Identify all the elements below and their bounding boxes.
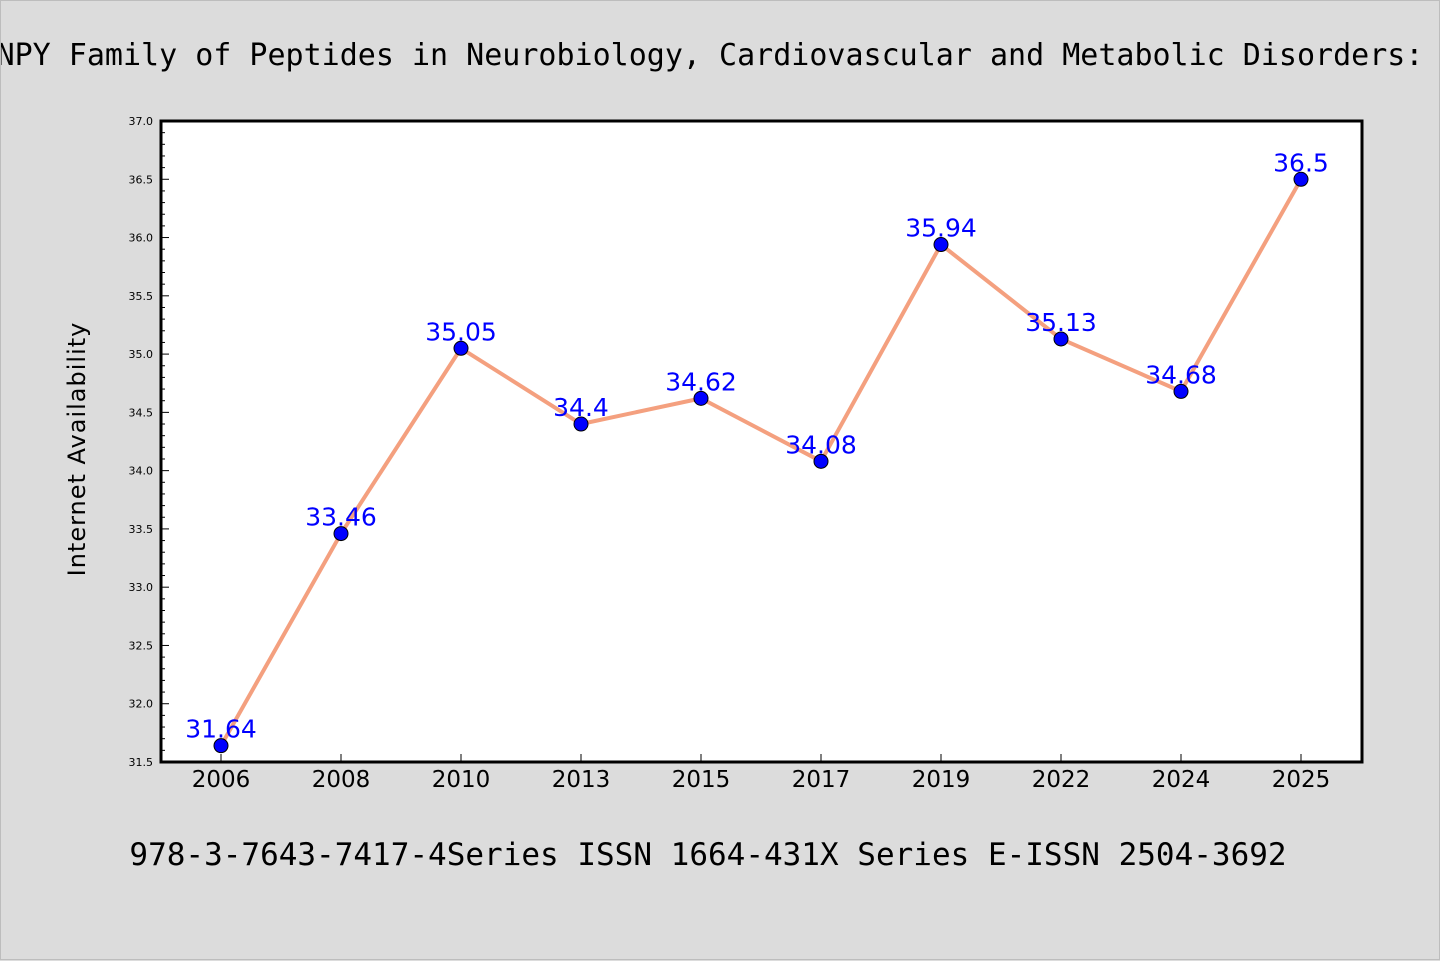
data-label: 31.64 bbox=[185, 715, 257, 744]
series-line bbox=[219, 177, 1303, 748]
chart-title: NPY Family of Peptides in Neurobiology, … bbox=[1, 38, 1423, 73]
y-axis: 31.5 32.0 32.5 33.0 33.5 34.0 34.5 35.0 35.5 36.0… bbox=[129, 115, 169, 769]
data-point bbox=[1173, 383, 1189, 399]
data-point bbox=[573, 416, 589, 432]
y-tick-label: 32.0 bbox=[129, 698, 154, 711]
y-tick-label: 34.5 bbox=[129, 406, 154, 419]
x-tick-label: 2006 bbox=[192, 767, 251, 793]
data-point bbox=[933, 237, 949, 253]
x-axis: 2006 2008 2010 2013 2015 2017 2019 2022 2024 2025 bbox=[192, 754, 1331, 793]
y-tick-label: 36.5 bbox=[129, 173, 154, 186]
data-label: 35.94 bbox=[905, 214, 977, 243]
y-tick-label: 35.5 bbox=[129, 290, 154, 303]
data-label: 34.62 bbox=[665, 367, 737, 396]
y-tick-label: 33.5 bbox=[129, 523, 154, 536]
data-point bbox=[453, 340, 469, 356]
y-axis-label: Internet Availability bbox=[63, 322, 91, 577]
y-tick-label: 37.0 bbox=[129, 115, 154, 128]
x-tick-label: 2025 bbox=[1272, 767, 1331, 793]
footer-isbn-text: 978-3-7643-7417-4Series ISSN 1664-431X S… bbox=[129, 837, 1286, 873]
data-point bbox=[213, 738, 229, 754]
y-tick-label: 36.0 bbox=[129, 232, 154, 245]
x-tick-label: 2019 bbox=[912, 767, 971, 793]
data-label: 34.4 bbox=[553, 393, 609, 422]
y-tick-label: 33.0 bbox=[129, 581, 154, 594]
data-point bbox=[333, 526, 349, 542]
x-tick-label: 2013 bbox=[552, 767, 611, 793]
y-tick-label: 31.5 bbox=[129, 756, 154, 769]
data-label: 33.46 bbox=[305, 503, 377, 532]
plot-area bbox=[159, 119, 1364, 764]
y-tick-label: 34.0 bbox=[129, 465, 154, 478]
x-tick-label: 2010 bbox=[432, 767, 491, 793]
series-layer bbox=[219, 177, 1303, 748]
y-tick-label: 32.5 bbox=[129, 639, 154, 652]
data-point bbox=[1053, 331, 1069, 347]
data-label: 34.68 bbox=[1145, 360, 1217, 389]
data-label: 35.13 bbox=[1025, 308, 1097, 337]
x-tick-label: 2015 bbox=[672, 767, 731, 793]
data-point bbox=[813, 453, 829, 469]
data-label-layer: 31.64 33.46 35.05 34.4 34.62 34.08 35.94 35.13 3… bbox=[185, 148, 1329, 743]
x-tick-label: 2017 bbox=[792, 767, 851, 793]
x-tick-label: 2024 bbox=[1152, 767, 1211, 793]
data-point bbox=[693, 390, 709, 406]
data-point bbox=[1293, 171, 1309, 187]
data-label: 36.5 bbox=[1273, 148, 1329, 177]
data-label: 35.05 bbox=[425, 317, 497, 346]
marker-layer bbox=[213, 171, 1309, 754]
data-label: 34.08 bbox=[785, 430, 857, 459]
y-tick-label: 35.0 bbox=[129, 348, 154, 361]
x-tick-label: 2022 bbox=[1032, 767, 1091, 793]
x-tick-label: 2008 bbox=[312, 767, 371, 793]
